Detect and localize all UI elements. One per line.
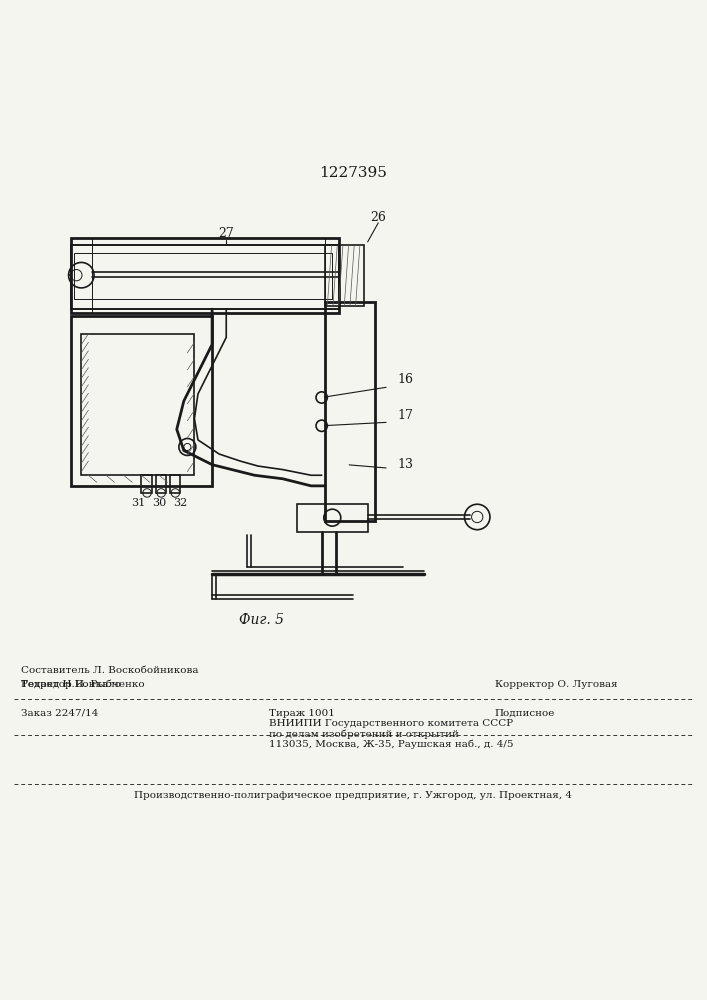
Text: 17: 17 [397,409,413,422]
Text: 1227395: 1227395 [320,166,387,180]
Bar [325,245,364,306]
Text: Производственно-полиграфическое предприятие, г. Ужгород, ул. Проектная, 4: Производственно-полиграфическое предприя… [134,791,573,800]
Text: Техред Н.Бонкало: Техред Н.Бонкало [21,680,121,689]
Text: 113035, Москва, Ж-35, Раушская наб., д. 4/5: 113035, Москва, Ж-35, Раушская наб., д. … [269,740,513,749]
Bar [71,238,339,313]
Bar [71,245,339,309]
Text: 32: 32 [173,498,187,508]
Text: ВНИИПИ Государственного комитета СССР: ВНИИПИ Государственного комитета СССР [269,719,513,728]
Text: 13: 13 [397,458,414,471]
Text: Заказ 2247/14: Заказ 2247/14 [21,709,98,718]
Bar [71,316,212,486]
Bar [170,475,180,493]
Text: по делам изобретений и открытий: по делам изобретений и открытий [269,729,459,739]
Bar [325,302,375,521]
Text: 26: 26 [370,211,386,224]
Text: 31: 31 [131,498,145,508]
Text: 16: 16 [397,373,414,386]
Bar [71,245,339,309]
Text: Редактор И. Рыбченко: Редактор И. Рыбченко [21,680,145,689]
Bar [74,253,332,299]
Bar [81,334,194,475]
Bar [156,475,166,493]
Text: Составитель Л. Воскобойникова: Составитель Л. Воскобойникова [21,666,199,675]
Text: Фиг. 5: Фиг. 5 [239,613,284,627]
Text: 27: 27 [218,227,234,240]
Text: Подписное: Подписное [495,709,555,718]
Text: 30: 30 [152,498,166,508]
Bar [141,475,152,493]
Text: Тираж 1001: Тираж 1001 [269,709,334,718]
Text: Корректор О. Луговая: Корректор О. Луговая [495,680,617,689]
Bar [297,504,368,532]
